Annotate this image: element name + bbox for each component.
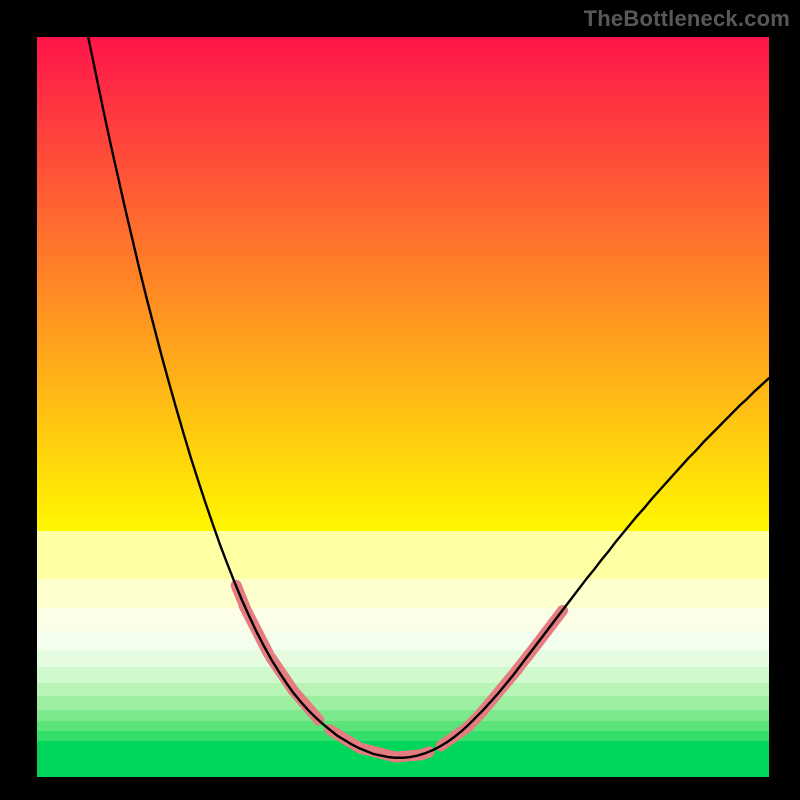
watermark-text: TheBottleneck.com [584, 6, 790, 32]
v-curve [88, 37, 769, 758]
chart-root: TheBottleneck.com [0, 0, 800, 800]
curves-layer [37, 37, 769, 777]
plot-area [37, 37, 769, 777]
